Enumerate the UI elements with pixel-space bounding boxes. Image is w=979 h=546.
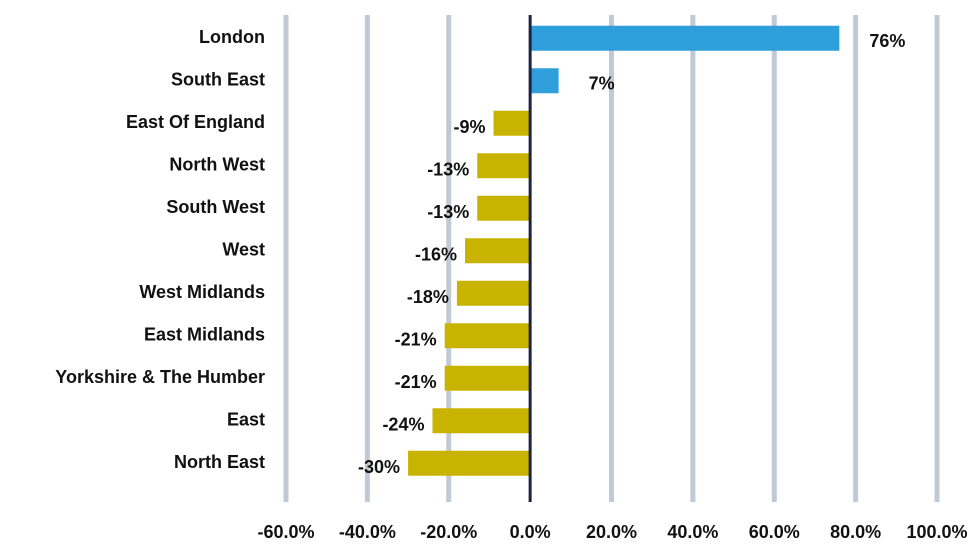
x-tick-label: -60.0% xyxy=(257,522,314,542)
value-label: -9% xyxy=(453,117,485,137)
y-tick-label: South West xyxy=(166,197,265,217)
bar xyxy=(456,280,531,306)
bar xyxy=(444,365,531,391)
x-tick-label: -40.0% xyxy=(339,522,396,542)
y-tick-label: East xyxy=(227,410,265,430)
value-label: 7% xyxy=(589,74,615,94)
y-tick-label: East Midlands xyxy=(144,325,265,345)
value-label: 76% xyxy=(869,31,905,51)
y-tick-label: North West xyxy=(169,155,265,175)
bar xyxy=(465,238,531,264)
x-tick-label: 40.0% xyxy=(667,522,718,542)
y-tick-label: West xyxy=(222,240,265,260)
value-label: -24% xyxy=(382,415,424,435)
value-label: -13% xyxy=(427,160,469,180)
value-label: -21% xyxy=(395,372,437,392)
bar xyxy=(530,68,559,94)
x-tick-label: 100.0% xyxy=(906,522,967,542)
bar xyxy=(493,110,531,136)
value-label: -30% xyxy=(358,457,400,477)
value-label: -16% xyxy=(415,245,457,265)
bar xyxy=(477,195,531,221)
bar xyxy=(477,153,531,179)
y-tick-label: London xyxy=(199,27,265,47)
x-tick-label: 60.0% xyxy=(749,522,800,542)
value-label: -18% xyxy=(407,287,449,307)
y-tick-label: Yorkshire & The Humber xyxy=(55,367,265,387)
bar xyxy=(530,25,840,51)
x-tick-label: 20.0% xyxy=(586,522,637,542)
value-label: -21% xyxy=(395,330,437,350)
x-tick-label: -20.0% xyxy=(420,522,477,542)
y-tick-label: East Of England xyxy=(126,112,265,132)
bar xyxy=(444,323,531,349)
value-label: -13% xyxy=(427,202,469,222)
bar xyxy=(432,408,531,434)
x-tick-label: 80.0% xyxy=(830,522,881,542)
y-tick-label: North East xyxy=(174,452,265,472)
y-tick-label: West Midlands xyxy=(139,282,265,302)
bar xyxy=(408,450,531,476)
x-tick-label: 0.0% xyxy=(510,522,551,542)
y-tick-label: South East xyxy=(171,70,265,90)
